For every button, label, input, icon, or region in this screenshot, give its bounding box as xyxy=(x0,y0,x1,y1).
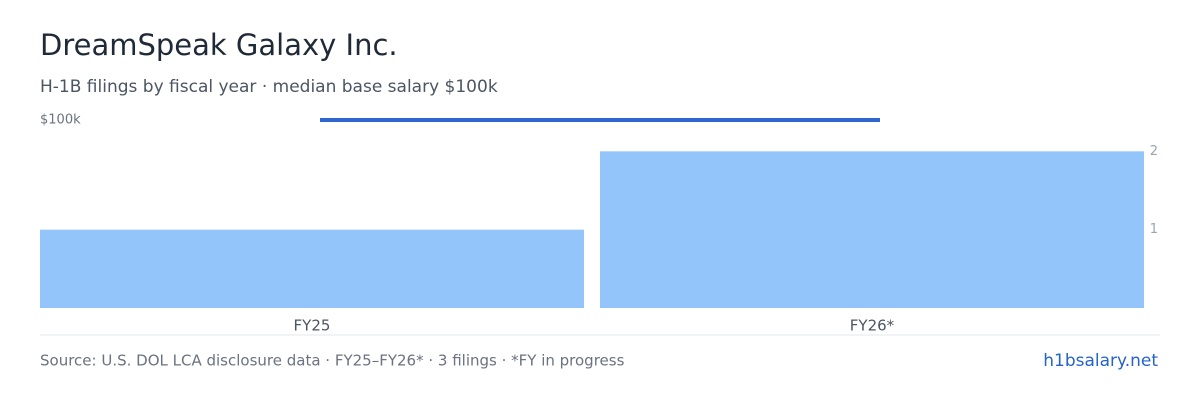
y2-tick-label: 2 xyxy=(1150,144,1158,159)
source-note: Source: U.S. DOL LCA disclosure data · F… xyxy=(40,352,625,370)
bar xyxy=(40,229,584,308)
x-tick-label: FY25 xyxy=(294,317,331,335)
chart-title: DreamSpeak Galaxy Inc. xyxy=(40,28,398,62)
y-tick-label: $100k xyxy=(40,113,81,128)
chart-subtitle: H-1B filings by fiscal year · median bas… xyxy=(40,77,498,97)
brand-link[interactable]: h1bsalary.net xyxy=(1043,351,1158,371)
bar xyxy=(600,151,1144,308)
y2-tick-label: 1 xyxy=(1150,222,1158,237)
x-tick-label: FY26* xyxy=(850,317,895,335)
